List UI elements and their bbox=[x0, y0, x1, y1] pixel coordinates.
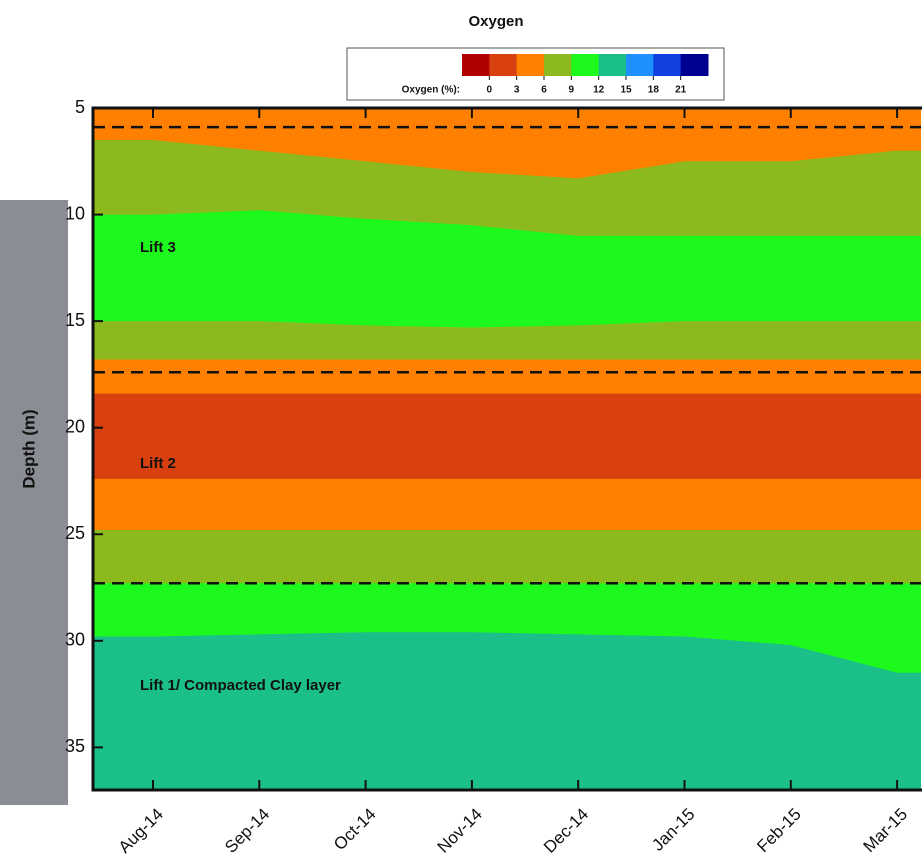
y-tick-label: 25 bbox=[65, 523, 85, 543]
chart: Oxygen Depth (m) Oxygen (%): Lift 3 Lift … bbox=[0, 0, 922, 865]
x-tick-label: Dec-14 bbox=[540, 805, 592, 857]
colorbar-swatch bbox=[571, 54, 599, 76]
photo-strip bbox=[0, 200, 68, 805]
colorbar-tick-label: 21 bbox=[675, 85, 687, 96]
y-tick-label: 35 bbox=[65, 736, 85, 756]
colorbar-swatch bbox=[653, 54, 681, 76]
colorbar-label: Oxygen (%): bbox=[402, 85, 460, 96]
y-tick-label: 30 bbox=[65, 630, 85, 650]
y-tick-label: 15 bbox=[65, 310, 85, 330]
y-tick-label: 10 bbox=[65, 203, 85, 223]
x-tick-label: Mar-15 bbox=[860, 805, 912, 857]
colorbar-tick-label: 6 bbox=[541, 85, 547, 96]
x-tick-label: Aug-14 bbox=[115, 805, 167, 857]
colorbar-swatch bbox=[544, 54, 572, 76]
y-tick-label: 5 bbox=[75, 97, 85, 117]
x-tick-label: Oct-14 bbox=[330, 805, 380, 855]
band bbox=[93, 632, 921, 790]
colorbar-tick-label: 12 bbox=[593, 85, 605, 96]
colorbar-tick-label: 9 bbox=[569, 85, 575, 96]
colorbar-swatch bbox=[517, 54, 545, 76]
page: Oxygen Depth (m) Oxygen (%): Lift 3 Lift … bbox=[0, 0, 922, 865]
x-tick-label: Nov-14 bbox=[434, 805, 486, 857]
x-tick-label: Sep-14 bbox=[221, 805, 273, 857]
colorbar-tick-label: 0 bbox=[487, 85, 493, 96]
x-tick-label: Jan-15 bbox=[648, 805, 698, 855]
colorbar-tick-label: 18 bbox=[648, 85, 660, 96]
annotation: Lift 2 bbox=[140, 455, 176, 472]
colorbar-swatch bbox=[489, 54, 517, 76]
colorbar-swatch bbox=[626, 54, 654, 76]
y-tick-label: 20 bbox=[65, 416, 85, 436]
chart-title: Oxygen bbox=[468, 13, 523, 30]
annotation: Lift 1/ Compacted Clay layer bbox=[140, 677, 341, 694]
colorbar-tick-label: 15 bbox=[620, 85, 632, 96]
y-axis-label: Depth (m) bbox=[19, 409, 38, 488]
colorbar-swatch bbox=[462, 54, 490, 76]
x-tick-label: Feb-15 bbox=[753, 805, 805, 857]
colorbar-tick-label: 3 bbox=[514, 85, 520, 96]
annotation: Lift 3 bbox=[140, 239, 176, 256]
colorbar-swatch bbox=[681, 54, 709, 76]
colorbar-swatch bbox=[599, 54, 627, 76]
